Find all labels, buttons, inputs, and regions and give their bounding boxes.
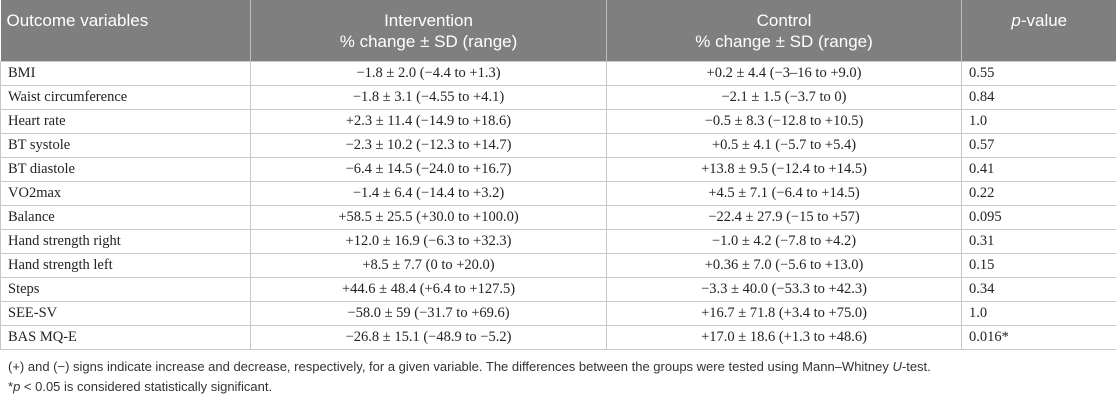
table-row: BT systole −2.3 ± 10.2 (−12.3 to +14.7) +0… bbox=[0, 132, 1116, 158]
cell-p-value: 0.57 bbox=[961, 132, 1116, 158]
cell-p-value: 0.41 bbox=[961, 156, 1116, 182]
cell-intervention: +12.0 ± 16.9 (−6.3 to +32.3) bbox=[250, 228, 607, 254]
cell-p-value: 0.34 bbox=[961, 276, 1116, 302]
header-control: Control % change ± SD (range) bbox=[606, 0, 962, 61]
header-p-italic: p bbox=[1011, 11, 1021, 30]
cell-p-value: 1.0 bbox=[961, 108, 1116, 134]
footnote-test-suffix: -test. bbox=[901, 358, 931, 374]
footnote-signs-text: (+) and (−) signs indicate increase and … bbox=[8, 358, 893, 374]
cell-p-value: 0.55 bbox=[961, 60, 1116, 86]
results-table-container: Outcome variables Intervention % change … bbox=[0, 0, 1116, 397]
header-p-value: p-value bbox=[961, 0, 1116, 61]
cell-outcome-variable: BT systole bbox=[0, 132, 251, 158]
table-body: BMI −1.8 ± 2.0 (−4.4 to +1.3) +0.2 ± 4.4 (… bbox=[0, 60, 1116, 350]
cell-outcome-variable: BAS MQ-E bbox=[0, 324, 251, 350]
table-row: BT diastole −6.4 ± 14.5 (−24.0 to +16.7) +… bbox=[0, 156, 1116, 182]
cell-outcome-variable: Steps bbox=[0, 276, 251, 302]
footnote-significance-text: < 0.05 is considered statistically signi… bbox=[20, 378, 273, 394]
cell-outcome-variable: Hand strength right bbox=[0, 228, 251, 254]
cell-outcome-variable: Heart rate bbox=[0, 108, 251, 134]
cell-control: +4.5 ± 7.1 (−6.4 to +14.5) bbox=[606, 180, 962, 206]
cell-outcome-variable: Waist circumference bbox=[0, 84, 251, 110]
cell-control: +0.5 ± 4.1 (−5.7 to +5.4) bbox=[606, 132, 962, 158]
cell-intervention: −26.8 ± 15.1 (−48.9 to −5.2) bbox=[250, 324, 607, 350]
header-intervention-text: Intervention % change ± SD (range) bbox=[257, 0, 600, 52]
table-row: Heart rate +2.3 ± 11.4 (−14.9 to +18.6) −0… bbox=[0, 108, 1116, 134]
results-table: Outcome variables Intervention % change … bbox=[0, 0, 1116, 350]
cell-outcome-variable: BT diastole bbox=[0, 156, 251, 182]
cell-p-value: 0.016* bbox=[961, 324, 1116, 350]
cell-intervention: +8.5 ± 7.7 (0 to +20.0) bbox=[250, 252, 607, 278]
header-intervention-subtitle: % change ± SD (range) bbox=[339, 32, 518, 51]
cell-p-value: 0.31 bbox=[961, 228, 1116, 254]
cell-p-value: 0.095 bbox=[961, 204, 1116, 230]
footnote-star: * bbox=[8, 378, 14, 394]
table-row: Hand strength right +12.0 ± 16.9 (−6.3 to… bbox=[0, 228, 1116, 254]
header-control-text: Control % change ± SD (range) bbox=[613, 0, 955, 52]
cell-control: −0.5 ± 8.3 (−12.8 to +10.5) bbox=[606, 108, 962, 134]
header-intervention: Intervention % change ± SD (range) bbox=[250, 0, 607, 61]
cell-intervention: −1.4 ± 6.4 (−14.4 to +3.2) bbox=[250, 180, 607, 206]
cell-intervention: −6.4 ± 14.5 (−24.0 to +16.7) bbox=[250, 156, 607, 182]
cell-intervention: +2.3 ± 11.4 (−14.9 to +18.6) bbox=[250, 108, 607, 134]
cell-outcome-variable: SEE-SV bbox=[0, 300, 251, 326]
table-row: BAS MQ-E −26.8 ± 15.1 (−48.9 to −5.2) +17.… bbox=[0, 324, 1116, 350]
table-row: BMI −1.8 ± 2.0 (−4.4 to +1.3) +0.2 ± 4.4 (… bbox=[0, 60, 1116, 86]
cell-intervention: −2.3 ± 10.2 (−12.3 to +14.7) bbox=[250, 132, 607, 158]
cell-p-value: 0.15 bbox=[961, 252, 1116, 278]
header-control-subtitle: % change ± SD (range) bbox=[695, 32, 873, 51]
footnote-p-italic: p bbox=[13, 378, 21, 394]
header-intervention-title: Intervention bbox=[384, 11, 473, 30]
cell-intervention: −1.8 ± 3.1 (−4.55 to +4.1) bbox=[250, 84, 607, 110]
cell-intervention: +58.5 ± 25.5 (+30.0 to +100.0) bbox=[250, 204, 607, 230]
header-row: Outcome variables Intervention % change … bbox=[0, 0, 1116, 61]
table-row: Waist circumference −1.8 ± 3.1 (−4.55 to … bbox=[0, 84, 1116, 110]
header-p-value-text: p-value bbox=[968, 0, 1111, 31]
cell-control: +0.2 ± 4.4 (−3–16 to +9.0) bbox=[606, 60, 962, 86]
cell-control: −1.0 ± 4.2 (−7.8 to +4.2) bbox=[606, 228, 962, 254]
cell-p-value: 1.0 bbox=[961, 300, 1116, 326]
cell-outcome-variable: BMI bbox=[0, 60, 251, 86]
cell-intervention: +44.6 ± 48.4 (+6.4 to +127.5) bbox=[250, 276, 607, 302]
cell-outcome-variable: Hand strength left bbox=[0, 252, 251, 278]
cell-p-value: 0.84 bbox=[961, 84, 1116, 110]
header-outcome-label: Outcome variables bbox=[6, 11, 149, 30]
table-header: Outcome variables Intervention % change … bbox=[0, 0, 1116, 61]
header-outcome-variables: Outcome variables bbox=[0, 0, 251, 61]
cell-control: −2.1 ± 1.5 (−3.7 to 0) bbox=[606, 84, 962, 110]
table-row: Balance +58.5 ± 25.5 (+30.0 to +100.0) −22… bbox=[0, 204, 1116, 230]
cell-control: −3.3 ± 40.0 (−53.3 to +42.3) bbox=[606, 276, 962, 302]
header-p-rest: -value bbox=[1020, 11, 1068, 30]
cell-control: +17.0 ± 18.6 (+1.3 to +48.6) bbox=[606, 324, 962, 350]
table-row: VO2max −1.4 ± 6.4 (−14.4 to +3.2) +4.5 ± 7… bbox=[0, 180, 1116, 206]
table-row: Hand strength left +8.5 ± 7.7 (0 to +20.0… bbox=[0, 252, 1116, 278]
footnote-u-italic: U bbox=[892, 358, 902, 374]
header-control-title: Control bbox=[756, 11, 812, 30]
table-row: SEE-SV −58.0 ± 59 (−31.7 to +69.6) +16.7 ±… bbox=[0, 300, 1116, 326]
cell-p-value: 0.22 bbox=[961, 180, 1116, 206]
table-row: Steps +44.6 ± 48.4 (+6.4 to +127.5) −3.3 ±… bbox=[0, 276, 1116, 302]
cell-control: +0.36 ± 7.0 (−5.6 to +13.0) bbox=[606, 252, 962, 278]
cell-intervention: −58.0 ± 59 (−31.7 to +69.6) bbox=[250, 300, 607, 326]
cell-control: +16.7 ± 71.8 (+3.4 to +75.0) bbox=[606, 300, 962, 326]
cell-intervention: −1.8 ± 2.0 (−4.4 to +1.3) bbox=[250, 60, 607, 86]
footnote-significance: *p < 0.05 is considered statistically si… bbox=[0, 377, 1116, 397]
cell-control: −22.4 ± 27.9 (−15 to +57) bbox=[606, 204, 962, 230]
cell-outcome-variable: VO2max bbox=[0, 180, 251, 206]
cell-outcome-variable: Balance bbox=[0, 204, 251, 230]
footnote-signs: (+) and (−) signs indicate increase and … bbox=[0, 357, 1116, 377]
cell-control: +13.8 ± 9.5 (−12.4 to +14.5) bbox=[606, 156, 962, 182]
